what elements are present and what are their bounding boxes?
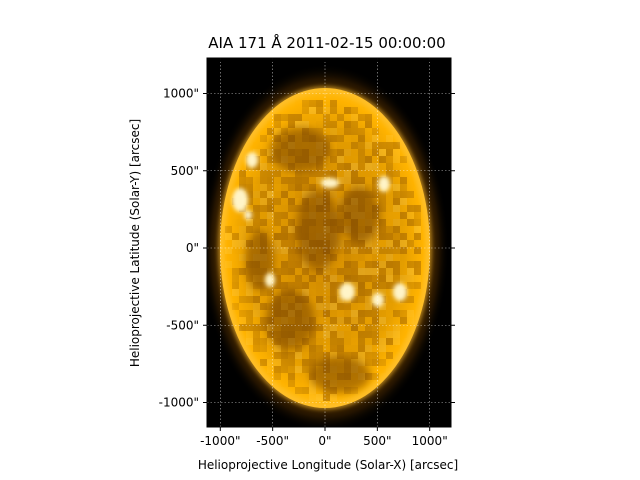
dark-regions: [246, 128, 380, 393]
y-tick-label: 1000": [163, 87, 199, 101]
x-ticks: -1000" -500" 0" 500" 1000": [200, 58, 448, 448]
y-tick-label: 500": [171, 164, 199, 178]
x-tick-label: -1000": [200, 434, 240, 448]
y-axis-label: Helioprojective Latitude (Solar-Y) [arcs…: [128, 119, 142, 367]
x-tick-label: 1000": [412, 434, 448, 448]
x-tick-label: 0": [318, 434, 331, 448]
axes-frame: [206, 57, 452, 428]
y-tick-label: 0": [186, 241, 199, 255]
map-image: [207, 58, 451, 427]
y-tick-label: -500": [166, 318, 199, 332]
x-axis-label: Helioprojective Longitude (Solar-X) [arc…: [198, 458, 458, 472]
y-tick-label: -1000": [159, 396, 199, 410]
chart-title: AIA 171 Å 2011-02-15 00:00:00: [208, 33, 445, 52]
y-ticks: 1000" 500" 0" -500" -1000": [159, 87, 455, 410]
x-tick-label: 500": [363, 434, 391, 448]
x-tick-label: -500": [256, 434, 289, 448]
coordinate-grid: [207, 58, 451, 427]
